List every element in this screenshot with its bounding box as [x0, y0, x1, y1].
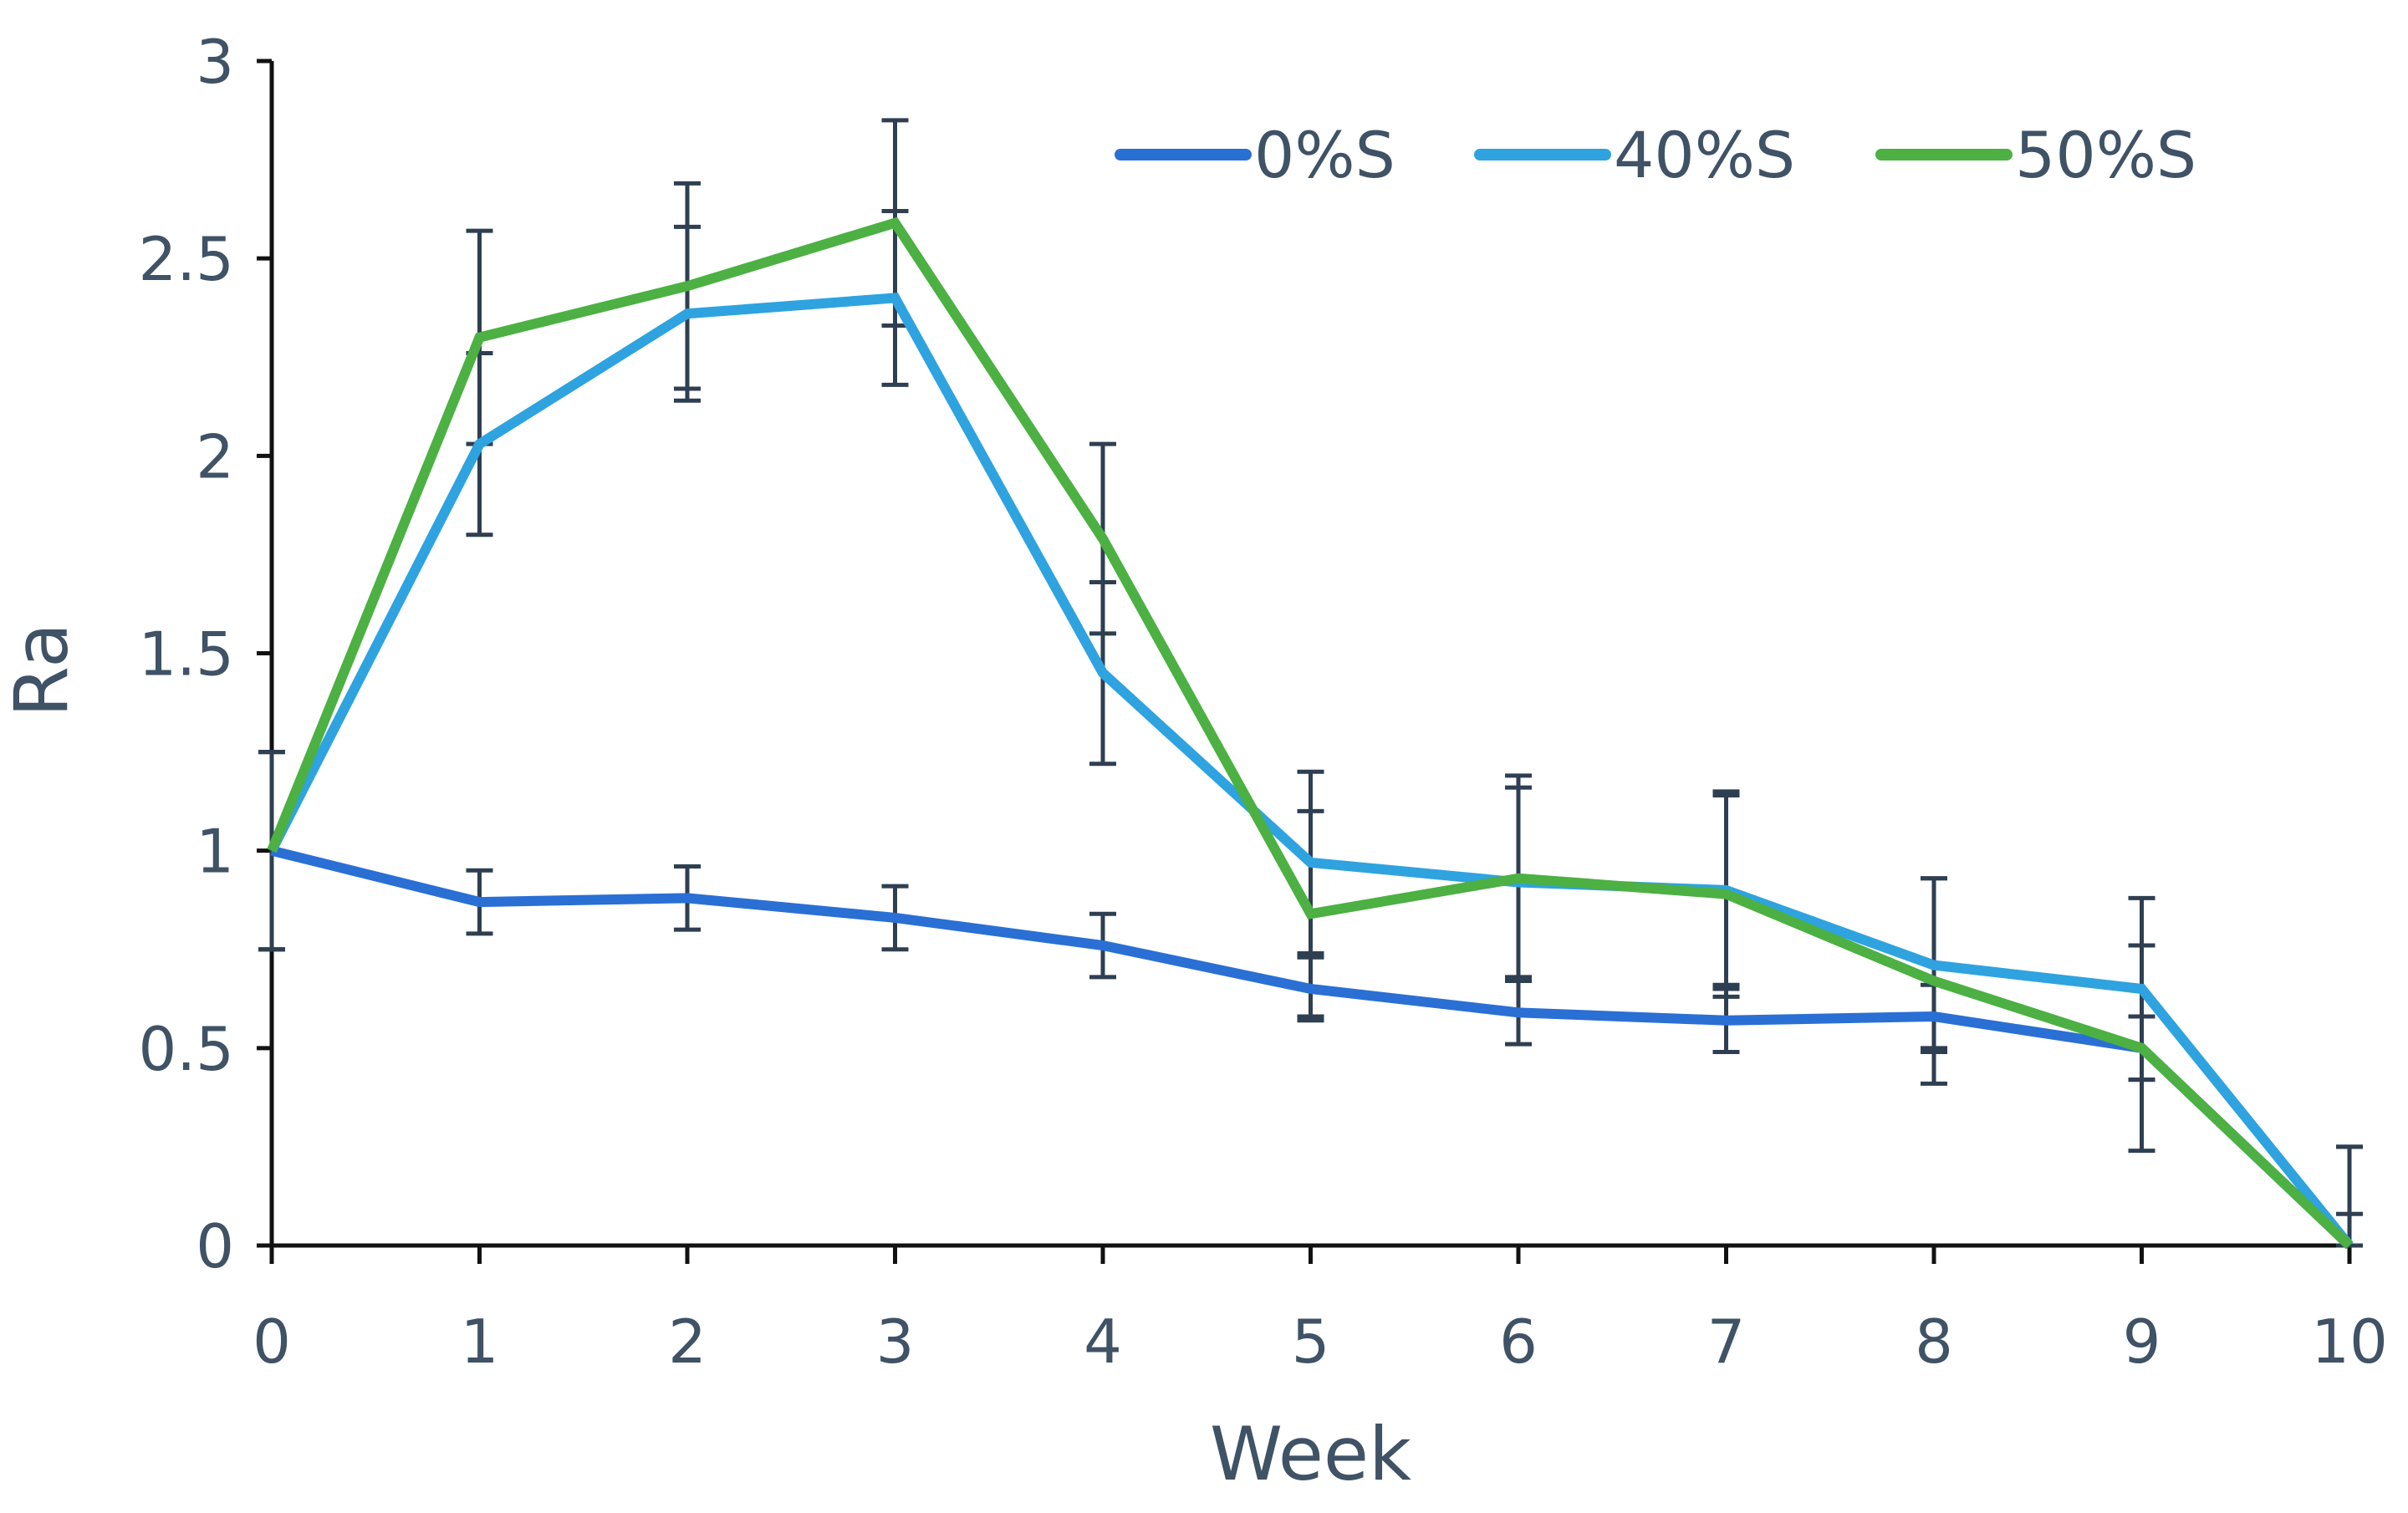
x-tick-label: 10 — [2311, 1307, 2388, 1377]
y-tick-label: 0.5 — [138, 1014, 234, 1084]
x-tick-label: 5 — [1292, 1307, 1330, 1377]
series-line-0%S — [270, 845, 2354, 1250]
legend-label: 50%S — [2015, 118, 2196, 192]
axes — [269, 61, 2349, 1248]
y-axis-title: Ra — [0, 623, 84, 717]
legend-item-50%S: 50%S — [1875, 118, 2196, 192]
x-tick-label: 3 — [876, 1307, 915, 1377]
legend-item-40%S: 40%S — [1474, 118, 1795, 192]
x-tick-label: 9 — [2123, 1307, 2161, 1377]
series-line-50%S — [267, 217, 2354, 1250]
legend-item-0%S: 0%S — [1115, 118, 1395, 192]
x-tick-label: 7 — [1707, 1307, 1746, 1377]
x-tick-label: 6 — [1499, 1307, 1538, 1377]
legend-label: 40%S — [1614, 118, 1795, 192]
x-tick-label: 2 — [668, 1307, 707, 1377]
y-tick-label: 3 — [196, 27, 234, 97]
x-tick-label: 8 — [1915, 1307, 1953, 1377]
y-tick-label: 0 — [196, 1211, 234, 1281]
y-tick-label: 2 — [196, 421, 234, 492]
x-ticks: 0 1 2 3 4 5 6 7 8 9 10 — [253, 1246, 2388, 1377]
x-axis-title: Week — [1210, 1411, 1411, 1497]
y-tick-label: 1.5 — [138, 619, 234, 690]
x-tick-label: 1 — [461, 1307, 499, 1377]
series-line-40%S — [267, 293, 2354, 1249]
x-tick-label: 4 — [1084, 1307, 1122, 1377]
y-tick-label: 1 — [196, 817, 234, 887]
x-tick-label: 0 — [253, 1307, 291, 1377]
y-ticks: 0 0.5 1 1.5 2 2.5 3 — [138, 27, 272, 1281]
legend-label: 0%S — [1254, 118, 1395, 192]
legend: 0%S 40%S 50%S — [1115, 118, 2196, 192]
series-lines — [267, 217, 2354, 1250]
y-tick-label: 2.5 — [138, 224, 234, 294]
error-bars — [258, 118, 2363, 1248]
